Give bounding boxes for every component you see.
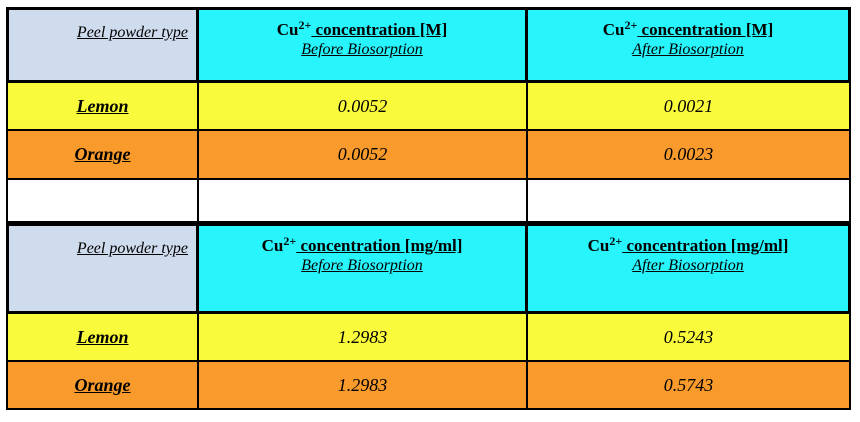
t1-header-after-cell: Cu2+ concentration [M] After Biosorption [525, 7, 851, 83]
t1-header-after-title: Cu2+ concentration [M] [602, 18, 774, 39]
t2-row-orange-before: 1.2983 [199, 362, 528, 410]
t1-row-lemon-before: 0.0052 [199, 83, 528, 131]
t2-row-lemon-after: 0.5243 [528, 314, 851, 362]
t2-row-orange-label: Orange [6, 362, 199, 410]
spacer-cell-1 [6, 180, 199, 223]
t1-header-label-cell: Peel powder type [6, 7, 199, 83]
t2-header-after-title: Cu2+ concentration [mg/ml] [587, 234, 789, 255]
t2-row-orange-after: 0.5743 [528, 362, 851, 410]
t1-header-before-sub: Before Biosorption [301, 41, 423, 58]
t1-row-orange-label: Orange [6, 131, 199, 180]
t2-header-before-cell: Cu2+ concentration [mg/ml] Before Biosor… [196, 223, 528, 314]
t2-header-label-cell: Peel powder type [6, 223, 199, 314]
spacer-cell-2 [199, 180, 528, 223]
t2-header-label: Peel powder type [76, 240, 188, 257]
t2-row-lemon-before: 1.2983 [199, 314, 528, 362]
t1-row-lemon-after: 0.0021 [528, 83, 851, 131]
t1-header-label: Peel powder type [76, 24, 188, 41]
t2-row-lemon-label: Lemon [6, 314, 199, 362]
t1-header-before-title: Cu2+ concentration [M] [276, 18, 448, 39]
biosorption-table: Peel powder type Cu2+ concentration [M] … [6, 7, 851, 410]
t1-header-before-cell: Cu2+ concentration [M] Before Biosorptio… [196, 7, 528, 83]
t2-header-after-cell: Cu2+ concentration [mg/ml] After Biosorp… [525, 223, 851, 314]
t2-header-before-title: Cu2+ concentration [mg/ml] [261, 234, 463, 255]
spacer-cell-3 [528, 180, 851, 223]
t1-row-orange-after: 0.0023 [528, 131, 851, 180]
t1-row-lemon-label: Lemon [6, 83, 199, 131]
t2-header-after-sub: After Biosorption [632, 257, 744, 274]
t1-header-after-sub: After Biosorption [632, 41, 744, 58]
t1-row-orange-before: 0.0052 [199, 131, 528, 180]
t2-header-before-sub: Before Biosorption [301, 257, 423, 274]
